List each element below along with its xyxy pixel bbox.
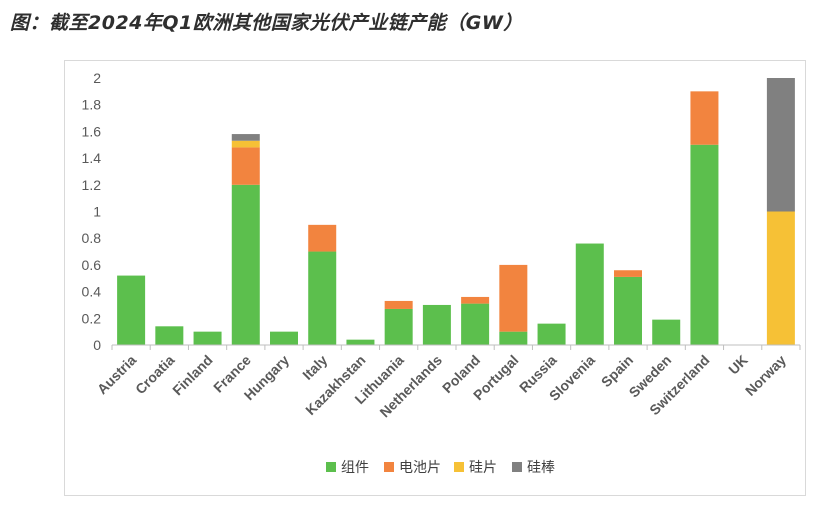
legend-swatch: [454, 462, 464, 472]
bar-france-segment: [231, 134, 260, 141]
x-axis-ticks: [111, 345, 801, 350]
bar-france-segment: [231, 140, 260, 148]
y-tick-label: 1.2: [82, 177, 102, 193]
bar-netherlands-segment: [422, 304, 451, 345]
bar-norway-segment: [766, 211, 795, 345]
bar-slovenia-segment: [575, 243, 604, 345]
y-tick-label: 1.4: [82, 150, 102, 166]
legend: 组件 电池片 硅片 硅棒: [326, 460, 555, 476]
y-tick-label: 0.6: [82, 257, 102, 273]
bar-hungary-segment: [270, 331, 298, 345]
y-tick-label: 0.8: [82, 230, 102, 246]
chart-frame: [64, 60, 806, 496]
bar-switzerland-segment: [690, 91, 719, 145]
legend-swatch: [512, 462, 522, 472]
legend-label: 电池片: [399, 460, 441, 476]
bar-kazakhstan-segment: [346, 339, 375, 345]
bar-spain-segment: [614, 270, 642, 277]
bar-lithuania-segment: [384, 308, 413, 345]
bar-norway-segment: [766, 78, 795, 212]
bar-poland-segment: [461, 296, 490, 304]
bar-lithuania-segment: [384, 300, 413, 309]
bar-france-segment: [231, 184, 260, 345]
bar-spain-segment: [614, 276, 642, 345]
x-label-croatia: Croatia: [132, 352, 178, 398]
bar-austria-segment: [117, 275, 146, 345]
y-tick-label: 0.4: [82, 284, 102, 300]
bar-portugal-segment: [499, 331, 528, 345]
bar-france-segment: [231, 147, 260, 185]
legend-label: 组件: [341, 460, 369, 476]
bar-switzerland-segment: [690, 144, 719, 345]
legend-label: 硅棒: [527, 460, 555, 476]
y-tick-label: 0: [93, 337, 101, 353]
chart-title: 图：截至2024年Q1欧洲其他国家光伏产业链产能（GW）: [10, 12, 523, 34]
x-label-norway: Norway: [742, 352, 789, 399]
y-tick-label: 0.2: [82, 310, 102, 326]
y-tick-label: 1.6: [82, 123, 102, 139]
legend-swatch: [326, 462, 336, 472]
bars: [117, 78, 795, 345]
x-label-uk: UK: [725, 352, 751, 378]
legend-label: 硅片: [469, 460, 497, 476]
x-label-finland: Finland: [169, 352, 216, 399]
bar-finland-segment: [193, 331, 222, 345]
bar-poland-segment: [461, 303, 490, 345]
y-axis: 0 0.2 0.4 0.6 0.8 1 1.2 1.4 1.6 1.8 2: [82, 70, 102, 353]
bar-portugal-segment: [499, 264, 528, 332]
x-label-austria: Austria: [94, 352, 140, 398]
bar-croatia-segment: [155, 326, 184, 345]
x-label-italy: Italy: [299, 352, 330, 383]
y-tick-label: 2: [93, 70, 101, 86]
bar-italy-segment: [308, 224, 337, 252]
legend-swatch: [384, 462, 394, 472]
bar-italy-segment: [308, 251, 337, 345]
bar-sweden-segment: [652, 319, 681, 345]
y-tick-label: 1.8: [82, 97, 102, 113]
bar-russia-segment: [537, 323, 566, 345]
y-tick-label: 1: [93, 204, 101, 220]
